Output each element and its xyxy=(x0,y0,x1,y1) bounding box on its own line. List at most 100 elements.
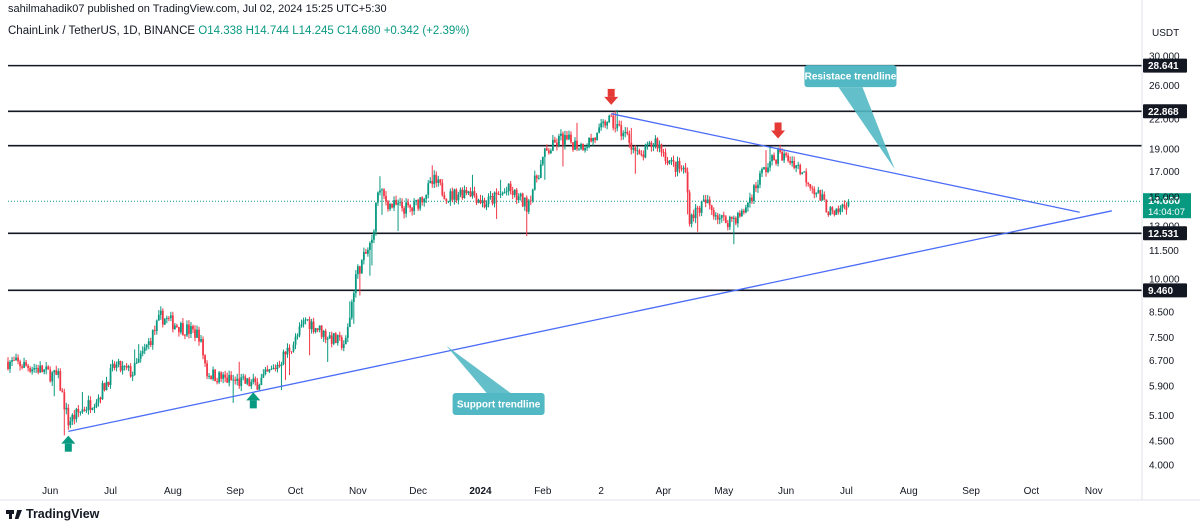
candle-body xyxy=(375,202,377,232)
candle-body xyxy=(194,329,196,338)
y-tick-label: 5.900 xyxy=(1149,382,1174,393)
candle-body xyxy=(157,314,160,321)
candle-body xyxy=(75,408,78,420)
candle-body xyxy=(51,372,54,382)
candle-body xyxy=(274,367,277,370)
up-arrow-icon xyxy=(246,392,261,409)
candle-body xyxy=(779,149,781,152)
candle-body xyxy=(533,175,536,190)
candle-body xyxy=(574,140,576,150)
candle-body xyxy=(280,364,283,367)
candle-body xyxy=(29,368,32,372)
candle-body xyxy=(268,369,271,372)
candle-body xyxy=(180,323,182,333)
candle-body xyxy=(330,335,333,344)
ohlc-values: O14.338 H14.744 L14.245 C14.680 +0.342 (… xyxy=(198,25,470,37)
candle-body xyxy=(455,189,458,201)
candle-body xyxy=(662,152,665,153)
candle-body xyxy=(15,357,17,361)
candle-body xyxy=(159,310,162,315)
candle-body xyxy=(799,164,802,174)
candle-body xyxy=(535,175,538,179)
candle-body xyxy=(411,207,414,212)
candle-body xyxy=(714,215,717,217)
candle-body xyxy=(407,202,410,206)
y-tick-label: 13.000 xyxy=(1149,221,1180,232)
candle-body xyxy=(658,144,661,149)
candle-body xyxy=(771,155,773,162)
candle-body xyxy=(87,400,90,411)
candle-body xyxy=(819,190,822,201)
candle-body xyxy=(25,362,27,366)
candle-body xyxy=(387,201,389,210)
candle-body xyxy=(562,133,564,145)
candle-body xyxy=(467,191,470,194)
candle-body xyxy=(220,372,223,379)
candle-body xyxy=(254,378,257,383)
candle-body xyxy=(763,167,765,169)
y-tick-label: 8.500 xyxy=(1149,308,1174,319)
callout-pointer xyxy=(838,87,895,170)
candle-body xyxy=(676,160,679,172)
candle-body xyxy=(334,333,337,344)
candle-body xyxy=(43,369,46,372)
candle-body xyxy=(441,182,444,196)
candle-body xyxy=(192,326,194,330)
candle-body xyxy=(258,385,261,390)
candle-body xyxy=(807,182,810,185)
candle-body xyxy=(41,365,44,372)
candle-body xyxy=(101,383,104,400)
candle-body xyxy=(371,239,373,244)
candle-body xyxy=(527,200,530,212)
candle-body xyxy=(481,200,484,204)
candle-body xyxy=(383,189,385,196)
candle-body xyxy=(59,371,62,391)
candle-body xyxy=(123,365,126,367)
candle-body xyxy=(847,201,850,206)
candle-body xyxy=(745,207,747,213)
candle-body xyxy=(69,421,72,426)
y-tick-label: 26.000 xyxy=(1149,81,1180,92)
candle-body xyxy=(696,207,699,209)
candle-body xyxy=(401,202,403,209)
candle-body xyxy=(423,198,426,203)
candle-body xyxy=(491,195,494,204)
candle-body xyxy=(19,361,21,367)
y-tick-label: 19.000 xyxy=(1149,144,1180,155)
candle-body xyxy=(324,330,327,340)
candle-body xyxy=(7,361,9,370)
candle-body xyxy=(429,180,432,184)
candle-body xyxy=(35,367,38,369)
candle-body xyxy=(133,363,136,376)
candle-body xyxy=(805,171,808,183)
candle-body xyxy=(360,260,363,274)
level-price-label: 12.531 xyxy=(1148,229,1179,240)
candle-body xyxy=(572,142,574,150)
candle-body xyxy=(328,335,331,339)
candle-body xyxy=(556,142,558,146)
candle-body xyxy=(208,376,210,377)
candle-body xyxy=(270,368,273,370)
candle-body xyxy=(232,379,235,381)
candle-body xyxy=(704,199,707,204)
candle-body xyxy=(521,193,524,207)
candle-body xyxy=(433,174,436,185)
candle-body xyxy=(99,397,102,400)
candle-body xyxy=(49,369,52,382)
down-arrow-shaft xyxy=(774,122,782,131)
candle-body xyxy=(777,149,779,164)
candle-body xyxy=(537,178,540,179)
candle-body xyxy=(517,196,520,200)
candle-body xyxy=(190,326,192,334)
candle-body xyxy=(115,364,118,368)
x-tick-label: Aug xyxy=(164,486,182,497)
candle-body xyxy=(678,160,681,169)
down-arrow-icon xyxy=(771,122,786,139)
candle-body xyxy=(736,212,739,224)
candle-body xyxy=(204,355,206,364)
candle-body xyxy=(831,207,834,211)
x-tick-label: Oct xyxy=(288,486,304,497)
candle-body xyxy=(608,115,611,123)
candle-body xyxy=(473,191,476,196)
